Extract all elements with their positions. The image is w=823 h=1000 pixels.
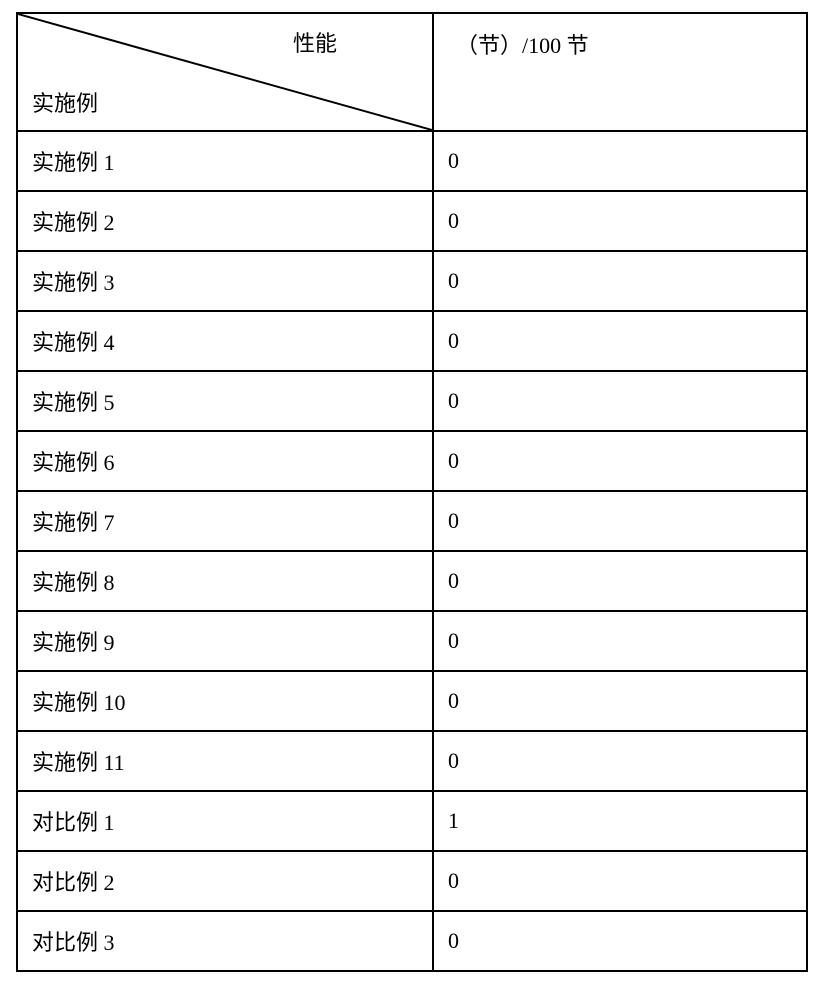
table-row: 实施例 6 0 [17, 431, 807, 491]
header-top-label: 性能 [293, 26, 337, 58]
row-value: 0 [433, 851, 807, 911]
row-value: 0 [433, 311, 807, 371]
row-label: 实施例 9 [17, 611, 433, 671]
row-label: 对比例 3 [17, 911, 433, 971]
table-row: 实施例 11 0 [17, 731, 807, 791]
table-row: 实施例 1 0 [17, 131, 807, 191]
row-label: 实施例 8 [17, 551, 433, 611]
row-value: 0 [433, 551, 807, 611]
row-label: 实施例 1 [17, 131, 433, 191]
row-label: 对比例 2 [17, 851, 433, 911]
table-row: 实施例 10 0 [17, 671, 807, 731]
header-diagonal-cell: 性能 实施例 [17, 13, 433, 131]
row-value: 0 [433, 611, 807, 671]
row-value: 0 [433, 431, 807, 491]
row-label: 实施例 2 [17, 191, 433, 251]
table-row: 实施例 9 0 [17, 611, 807, 671]
row-value: 1 [433, 791, 807, 851]
table-row: 实施例 2 0 [17, 191, 807, 251]
header-bottom-label: 实施例 [32, 86, 98, 118]
row-value: 0 [433, 371, 807, 431]
row-label: 实施例 7 [17, 491, 433, 551]
data-table: 性能 实施例 （节）/100 节 实施例 1 0 实施例 2 0 实施例 3 0 [16, 12, 808, 972]
header-row: 性能 实施例 （节）/100 节 [17, 13, 807, 131]
row-value: 0 [433, 131, 807, 191]
row-value: 0 [433, 491, 807, 551]
table-row: 对比例 1 1 [17, 791, 807, 851]
row-label: 实施例 6 [17, 431, 433, 491]
table-row: 实施例 8 0 [17, 551, 807, 611]
row-label: 实施例 10 [17, 671, 433, 731]
row-value: 0 [433, 671, 807, 731]
header-right-label: （节）/100 节 [456, 14, 806, 60]
table-row: 对比例 3 0 [17, 911, 807, 971]
header-right-cell: （节）/100 节 [433, 13, 807, 131]
table-row: 实施例 7 0 [17, 491, 807, 551]
table-row: 实施例 4 0 [17, 311, 807, 371]
row-label: 实施例 3 [17, 251, 433, 311]
row-value: 0 [433, 731, 807, 791]
row-value: 0 [433, 911, 807, 971]
table-container: 性能 实施例 （节）/100 节 实施例 1 0 实施例 2 0 实施例 3 0 [0, 0, 823, 988]
row-label: 对比例 1 [17, 791, 433, 851]
row-label: 实施例 5 [17, 371, 433, 431]
table-row: 对比例 2 0 [17, 851, 807, 911]
row-label: 实施例 4 [17, 311, 433, 371]
row-label: 实施例 11 [17, 731, 433, 791]
row-value: 0 [433, 251, 807, 311]
table-row: 实施例 5 0 [17, 371, 807, 431]
row-value: 0 [433, 191, 807, 251]
table-row: 实施例 3 0 [17, 251, 807, 311]
